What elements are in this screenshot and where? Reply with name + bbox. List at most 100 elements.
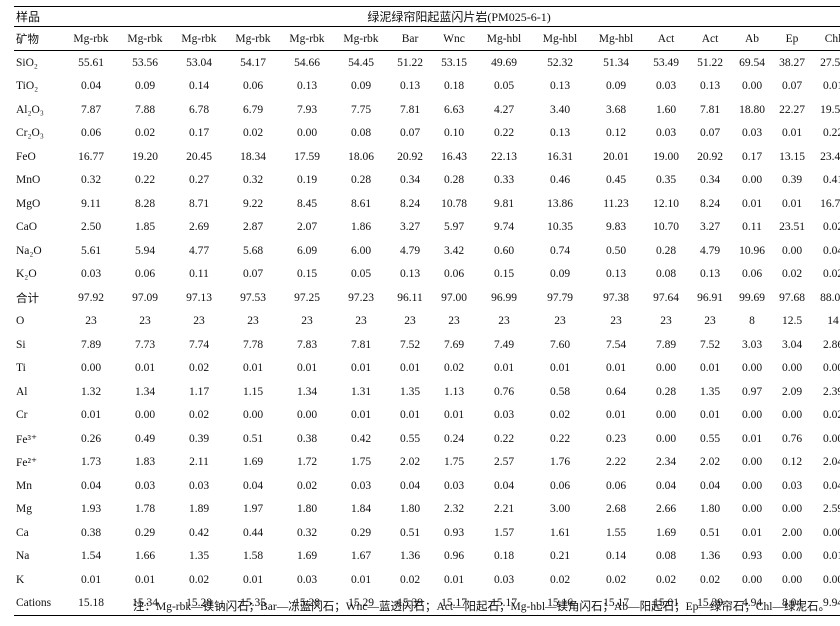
table-cell: 3.27 — [699, 221, 721, 234]
table-row: FeO 16.77 19.20 20.45 18.34 17.59 18.06 20.92 16… — [14, 145, 840, 169]
mineral-header-cell: Ab — [732, 26, 772, 51]
table-cell: 0.02 — [549, 409, 571, 422]
table-row: Cations 15.18 15.34 15.28 15.35 15.28 15.29 15.… — [14, 591, 840, 616]
table-cell: 1.58 — [242, 550, 264, 563]
table-cell: 7.78 — [242, 338, 264, 351]
table-cell: 0.06 — [242, 80, 264, 93]
table-cell: 9.94 — [812, 591, 840, 616]
table-cell: 0.04 — [822, 479, 840, 492]
table-cell: 23 — [498, 315, 510, 328]
table-cell: 0.04 — [399, 479, 421, 492]
table-cell: 0.41 — [822, 174, 840, 187]
table-row: Ca 0.38 0.29 0.42 0.44 0.32 0.29 0.51 0.93 1.57 1.… — [14, 521, 840, 545]
table-cell: 23 — [610, 315, 622, 328]
table-cell: 12.5 — [781, 315, 803, 328]
table-cell: 0.45 — [605, 174, 627, 187]
table-cell: 0.03 — [741, 127, 763, 140]
table-cell: 0.00 — [80, 362, 102, 375]
table-cell: 19.20 — [132, 150, 158, 163]
table-cell: 8 — [749, 315, 755, 328]
table-row: Na₂O 5.61 5.94 4.77 5.68 6.09 6.00 4.79 3.42 0.60… — [14, 239, 840, 263]
table-cell: 2.21 — [493, 503, 515, 516]
table-cell: 0.00 — [781, 573, 803, 586]
table-cell: 0.00 — [655, 432, 677, 445]
table-cell: 0.01 — [781, 197, 803, 210]
table-cell: 97.79 — [547, 291, 573, 304]
table-cell: 5.97 — [443, 221, 465, 234]
table-row: Cr 0.01 0.00 0.02 0.00 0.00 0.01 0.01 0.01 0.03 0.… — [14, 404, 840, 428]
table-cell: 0.00 — [822, 362, 840, 375]
table-cell: 1.75 — [443, 456, 465, 469]
table-cell: 2.02 — [699, 456, 721, 469]
table-cell: 88.04 — [820, 291, 840, 304]
table-cell: 1.36 — [699, 550, 721, 563]
table-cell: 0.22 — [822, 127, 840, 140]
table-cell: 0.01 — [741, 526, 763, 539]
table-cell: 0.18 — [493, 550, 515, 563]
table-cell: 1.32 — [80, 385, 102, 398]
table-cell: 0.01 — [822, 550, 840, 563]
table-cell: 0.03 — [781, 479, 803, 492]
table-cell: 0.64 — [605, 385, 627, 398]
table-cell: 0.23 — [605, 432, 627, 445]
row-label: O — [16, 315, 25, 328]
table-cell: 0.33 — [493, 174, 515, 187]
table-cell: 2.87 — [242, 221, 264, 234]
table-cell: 6.63 — [443, 103, 465, 116]
table-cell: 0.39 — [188, 432, 210, 445]
table-cell: 0.02 — [822, 221, 840, 234]
table-cell: 0.02 — [188, 573, 210, 586]
table-cell: 1.93 — [80, 503, 102, 516]
mineral-header-cell: Mg-hbl — [476, 26, 532, 51]
table-cell: 20.45 — [186, 150, 212, 163]
table-cell: 1.78 — [134, 503, 156, 516]
table-cell: 0.00 — [741, 573, 763, 586]
table-cell: 3.68 — [605, 103, 627, 116]
table-cell: 13.15 — [779, 150, 805, 163]
table-cell: 0.76 — [493, 385, 515, 398]
table-cell: 27.54 — [820, 56, 840, 69]
table-cell: 10.70 — [653, 221, 679, 234]
table-cell: 2.34 — [655, 456, 677, 469]
row-label: Fe²⁺ — [16, 457, 38, 470]
table-cell: 0.55 — [699, 432, 721, 445]
table-cell: 16.31 — [547, 150, 573, 163]
table-cell: 0.44 — [242, 526, 264, 539]
table-cell: 0.09 — [350, 80, 372, 93]
table-cell: 20.01 — [603, 150, 629, 163]
table-cell: 23 — [404, 315, 416, 328]
sample-name: 绿泥绿帘阳起蓝闪片岩(PM025-6-1) — [367, 10, 551, 24]
table-cell: 15.17 — [476, 591, 532, 616]
table-cell: 0.01 — [699, 362, 721, 375]
table-cell: 0.07 — [781, 80, 803, 93]
row-label: Ti — [16, 362, 26, 375]
table-cell: 0.01 — [549, 362, 571, 375]
table-cell: 0.00 — [741, 362, 763, 375]
row-label: 合计 — [16, 292, 39, 305]
table-row: Fe²⁺ 1.73 1.83 2.11 1.69 1.72 1.75 2.02 1.75 2.57… — [14, 451, 840, 475]
table-row: SiO₂ 55.61 53.56 53.04 54.17 54.66 54.45 51.22 5… — [14, 51, 840, 75]
table-row: CaO 2.50 1.85 2.69 2.87 2.07 1.86 3.27 5.97 9.74 1… — [14, 216, 840, 240]
table-cell: 1.89 — [188, 503, 210, 516]
table-cell: 16.72 — [820, 197, 840, 210]
table-cell: 0.60 — [493, 244, 515, 257]
table-cell: 0.06 — [134, 268, 156, 281]
table-cell: 15.01 — [644, 591, 688, 616]
sample-row: 样品 绿泥绿帘阳起蓝闪片岩(PM025-6-1) — [14, 6, 840, 27]
table-cell: 0.03 — [296, 573, 318, 586]
table-cell: 15.28 — [172, 591, 226, 616]
table-cell: 15.34 — [118, 591, 172, 616]
table-cell: 8.04 — [772, 591, 812, 616]
row-label: Cr — [16, 409, 28, 422]
table-cell: 0.00 — [822, 573, 840, 586]
table-row: MgO 9.11 8.28 8.71 9.22 8.45 8.61 8.24 10.78 9.81… — [14, 192, 840, 216]
table-cell: 0.49 — [134, 432, 156, 445]
table-cell: 0.03 — [80, 268, 102, 281]
table-cell: 0.01 — [350, 573, 372, 586]
table-cell: 7.73 — [134, 338, 156, 351]
table-cell: 1.97 — [242, 503, 264, 516]
table-cell: 1.66 — [134, 550, 156, 563]
table-cell: 2.59 — [822, 503, 840, 516]
table-cell: 51.34 — [603, 56, 629, 69]
